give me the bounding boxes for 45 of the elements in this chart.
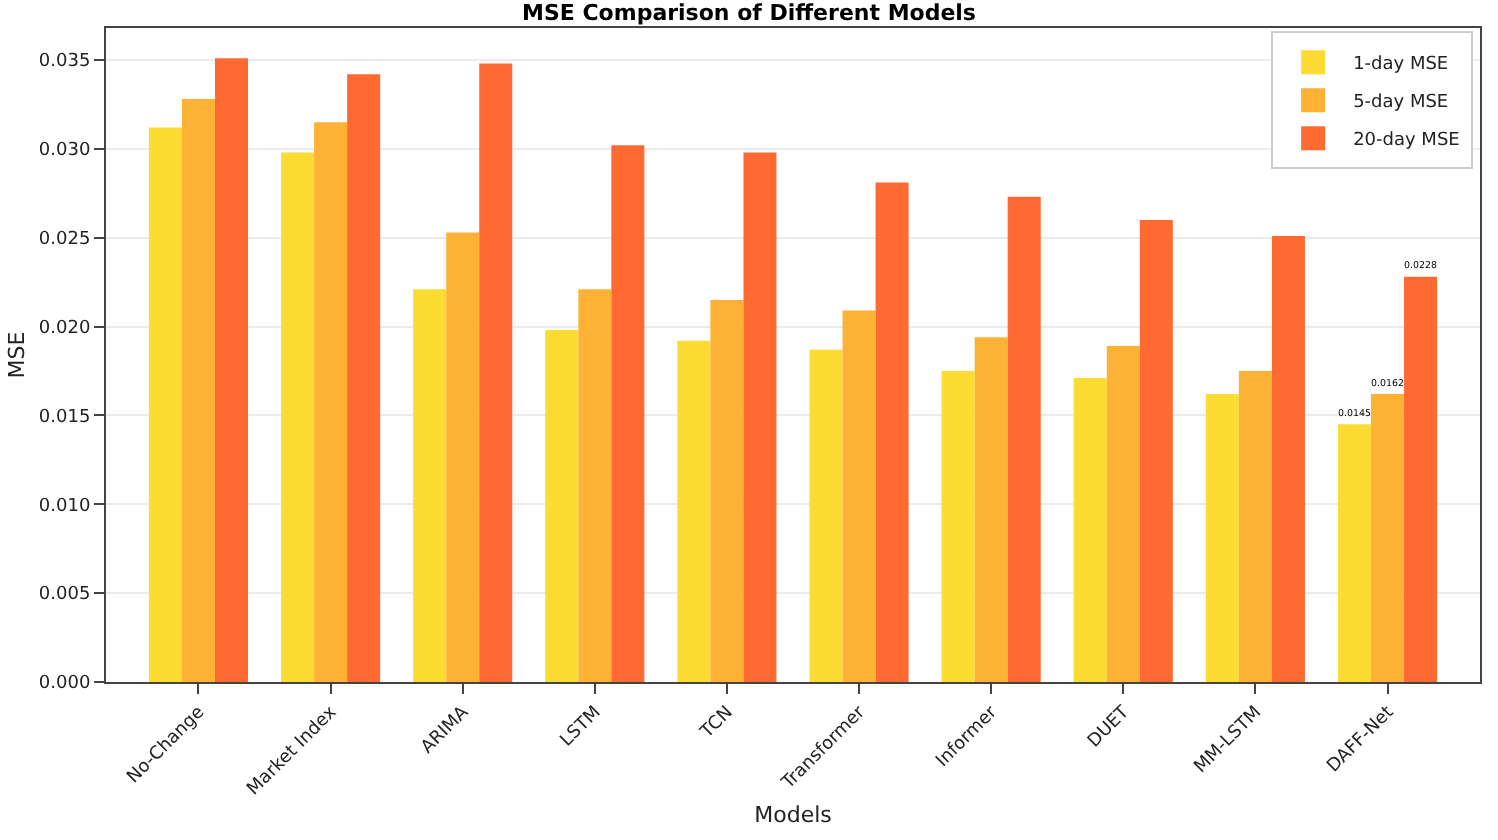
bar <box>545 330 579 682</box>
bar <box>1238 371 1272 682</box>
y-tick-label: 0.025 <box>38 230 91 250</box>
bar <box>941 371 975 682</box>
bar <box>842 310 876 682</box>
x-axis-title: Models <box>754 802 833 829</box>
bar <box>314 122 348 682</box>
bar <box>1106 346 1140 682</box>
bar <box>875 182 909 682</box>
y-axis-title: MSE <box>4 331 31 379</box>
bar <box>281 152 315 682</box>
bar <box>743 152 777 682</box>
bar <box>710 299 744 682</box>
y-tick-label: 0.000 <box>38 674 91 695</box>
bar <box>413 289 447 682</box>
legend-label: 5-day MSE <box>1353 93 1449 114</box>
bar <box>809 349 843 682</box>
y-tick-label: 0.030 <box>38 141 91 162</box>
bar <box>1371 394 1405 682</box>
y-tick-label: 0.035 <box>38 52 91 73</box>
y-tick-label: 0.015 <box>38 407 91 428</box>
y-tick-label: 0.020 <box>38 318 91 339</box>
bar <box>1007 196 1041 682</box>
bar <box>1404 276 1438 682</box>
bar <box>1271 235 1305 682</box>
bar <box>347 74 381 682</box>
chart-title: MSE Comparison of Different Models <box>522 0 977 26</box>
bar <box>1205 394 1239 682</box>
bar <box>446 232 480 682</box>
legend-label: 20-day MSE <box>1353 131 1461 152</box>
legend-label: 1-day MSE <box>1353 55 1449 76</box>
bar <box>215 58 249 682</box>
y-tick-label: 0.010 <box>38 496 91 517</box>
bar <box>479 63 513 682</box>
bar <box>1139 219 1173 682</box>
bar <box>181 99 215 682</box>
bar <box>1073 378 1107 682</box>
x-tick-label: TCN <box>696 703 738 745</box>
bar <box>148 127 182 682</box>
bar <box>1337 424 1371 682</box>
bar <box>611 145 645 682</box>
bar <box>974 337 1008 682</box>
bar <box>578 289 612 682</box>
bar <box>677 340 711 682</box>
y-tick-label: 0.005 <box>38 585 91 606</box>
